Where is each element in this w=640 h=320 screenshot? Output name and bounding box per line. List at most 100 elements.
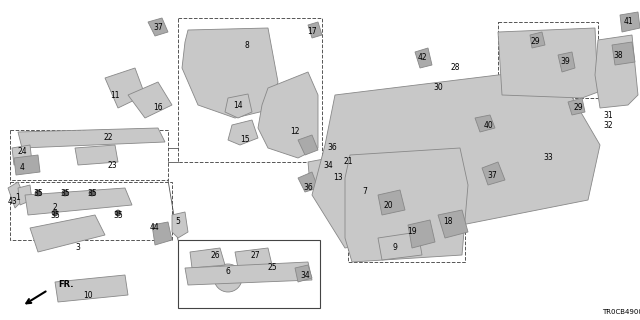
Text: 44: 44 — [150, 223, 160, 233]
Polygon shape — [482, 162, 505, 185]
Polygon shape — [312, 68, 600, 248]
Text: 39: 39 — [560, 58, 570, 67]
Text: 20: 20 — [383, 201, 393, 210]
Text: 31: 31 — [603, 110, 613, 119]
Polygon shape — [30, 215, 105, 252]
Polygon shape — [295, 265, 312, 282]
Bar — [10, 182, 172, 240]
Text: 10: 10 — [83, 291, 93, 300]
Polygon shape — [75, 145, 118, 165]
Polygon shape — [105, 68, 145, 108]
Polygon shape — [18, 185, 32, 205]
Text: 37: 37 — [153, 23, 163, 33]
Circle shape — [214, 264, 242, 292]
Polygon shape — [558, 52, 575, 72]
Polygon shape — [475, 115, 495, 132]
Polygon shape — [620, 12, 640, 32]
Polygon shape — [172, 212, 188, 238]
Polygon shape — [55, 275, 128, 302]
Polygon shape — [408, 220, 435, 248]
Text: 37: 37 — [487, 171, 497, 180]
Text: 15: 15 — [240, 135, 250, 145]
Text: 9: 9 — [392, 244, 397, 252]
Circle shape — [89, 190, 95, 196]
Text: 8: 8 — [244, 41, 250, 50]
Polygon shape — [438, 210, 468, 238]
Text: 4: 4 — [20, 164, 24, 172]
Polygon shape — [530, 32, 545, 48]
Text: 1: 1 — [15, 194, 20, 203]
Bar — [10, 130, 168, 180]
Text: 36: 36 — [303, 183, 313, 193]
Bar — [348, 152, 465, 262]
Polygon shape — [228, 120, 258, 145]
Text: 6: 6 — [225, 268, 230, 276]
Polygon shape — [128, 82, 172, 118]
Text: 13: 13 — [333, 173, 343, 182]
Text: 35: 35 — [87, 188, 97, 197]
Text: 2: 2 — [52, 203, 58, 212]
Text: 5: 5 — [175, 218, 180, 227]
Text: 40: 40 — [483, 121, 493, 130]
Text: 32: 32 — [603, 121, 613, 130]
Text: 43: 43 — [7, 197, 17, 206]
Polygon shape — [612, 42, 635, 65]
Text: 29: 29 — [573, 103, 583, 113]
Text: 25: 25 — [267, 263, 277, 273]
Circle shape — [52, 210, 58, 216]
Bar — [498, 22, 598, 98]
Circle shape — [115, 210, 121, 216]
Polygon shape — [322, 155, 335, 172]
Text: 35: 35 — [50, 211, 60, 220]
Text: 34: 34 — [300, 270, 310, 279]
Polygon shape — [225, 94, 252, 118]
Text: 35: 35 — [113, 211, 123, 220]
Polygon shape — [498, 28, 598, 98]
Polygon shape — [18, 128, 165, 148]
Polygon shape — [235, 248, 272, 268]
Text: 41: 41 — [623, 18, 633, 27]
Text: 3: 3 — [76, 244, 81, 252]
Text: 22: 22 — [103, 133, 113, 142]
Text: 19: 19 — [407, 228, 417, 236]
Polygon shape — [298, 172, 318, 192]
Polygon shape — [12, 145, 32, 165]
Polygon shape — [415, 48, 432, 68]
Polygon shape — [595, 35, 638, 108]
Text: 18: 18 — [444, 218, 452, 227]
Text: 42: 42 — [417, 53, 427, 62]
Text: 26: 26 — [210, 251, 220, 260]
Text: 14: 14 — [233, 100, 243, 109]
Circle shape — [62, 190, 68, 196]
Polygon shape — [308, 22, 322, 38]
Text: FR.: FR. — [58, 280, 74, 289]
Circle shape — [35, 190, 41, 196]
Text: 23: 23 — [107, 161, 117, 170]
Polygon shape — [8, 182, 25, 208]
Polygon shape — [148, 18, 168, 36]
Bar — [178, 240, 320, 308]
Text: 28: 28 — [451, 63, 460, 73]
Text: 11: 11 — [110, 91, 120, 100]
Polygon shape — [298, 135, 318, 155]
Polygon shape — [185, 262, 312, 285]
Text: 27: 27 — [250, 251, 260, 260]
Text: 21: 21 — [343, 157, 353, 166]
Text: TR0CB4900A: TR0CB4900A — [602, 309, 640, 315]
Polygon shape — [568, 98, 585, 115]
Text: 35: 35 — [60, 188, 70, 197]
Text: 35: 35 — [33, 188, 43, 197]
Polygon shape — [190, 248, 225, 268]
Text: 7: 7 — [363, 188, 367, 196]
Text: 29: 29 — [530, 37, 540, 46]
Bar — [178, 18, 322, 162]
Text: 12: 12 — [291, 127, 300, 137]
Polygon shape — [378, 190, 405, 215]
Text: 16: 16 — [153, 103, 163, 113]
Text: 24: 24 — [17, 148, 27, 156]
Polygon shape — [345, 148, 468, 262]
Polygon shape — [25, 188, 132, 215]
Text: 33: 33 — [543, 154, 553, 163]
Text: 30: 30 — [433, 84, 443, 92]
Polygon shape — [378, 232, 422, 260]
